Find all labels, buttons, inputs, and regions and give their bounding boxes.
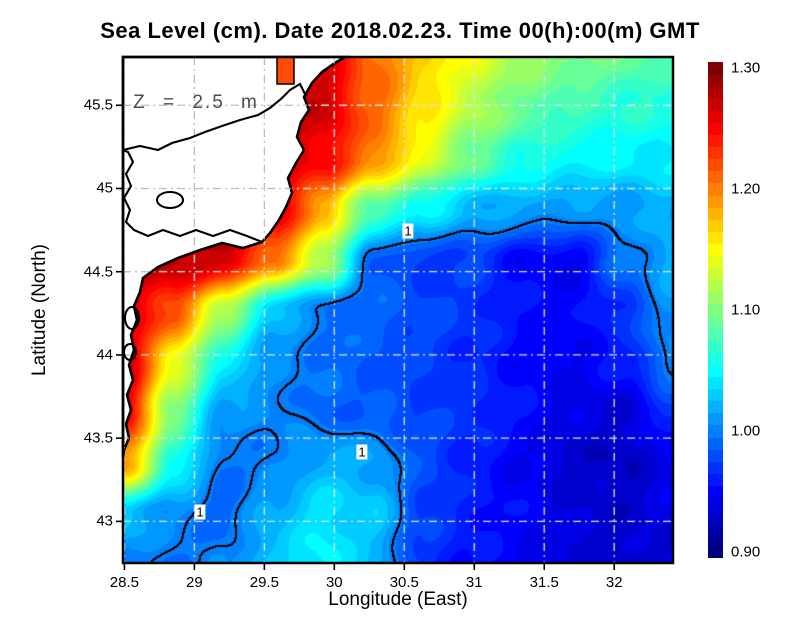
axis-ticks: [116, 104, 616, 570]
colorbar-tick-label: 1.10: [731, 301, 761, 319]
x-axis-title: Longitude (East): [328, 589, 468, 610]
y-tick-label: 45: [96, 179, 113, 197]
x-tick-label: 29.5: [249, 574, 279, 591]
y-tick-label: 43.5: [83, 429, 113, 447]
x-tick-label: 28.5: [109, 574, 139, 591]
plot-frame: [121, 55, 675, 565]
y-tick-label: 43: [96, 512, 113, 530]
colorbar: [708, 62, 723, 558]
colorbar-tick-label: 0.90: [731, 543, 761, 561]
x-tick-label: 29: [186, 574, 203, 591]
contour-level-label: 1: [402, 223, 414, 239]
contour-level-label: 1: [356, 444, 368, 460]
x-tick-label: 30.5: [389, 574, 419, 591]
delta-lagoon: [276, 56, 295, 85]
colorbar-tick-label: 1.30: [731, 59, 761, 77]
contour-level-label: 1: [194, 504, 206, 520]
land-coastline: [121, 55, 350, 459]
y-tick-label: 45.5: [83, 96, 113, 114]
x-tick-label: 32: [605, 574, 623, 591]
y-axis-title: Latitude (North): [29, 243, 50, 377]
depth-annotation: Z = 2.5 m: [133, 92, 259, 113]
colorbar-tick-label: 1.20: [731, 180, 761, 198]
colorbar-tick-label: 1.00: [731, 422, 761, 440]
y-tick-label: 44: [96, 346, 113, 364]
x-tick-label: 30: [325, 574, 343, 591]
x-tick-label: 31.5: [529, 574, 559, 591]
x-tick-label: 31: [465, 574, 483, 591]
plot-title: Sea Level (cm). Date 2018.02.23. Time 00…: [100, 18, 700, 43]
y-tick-label: 44.5: [83, 263, 113, 281]
